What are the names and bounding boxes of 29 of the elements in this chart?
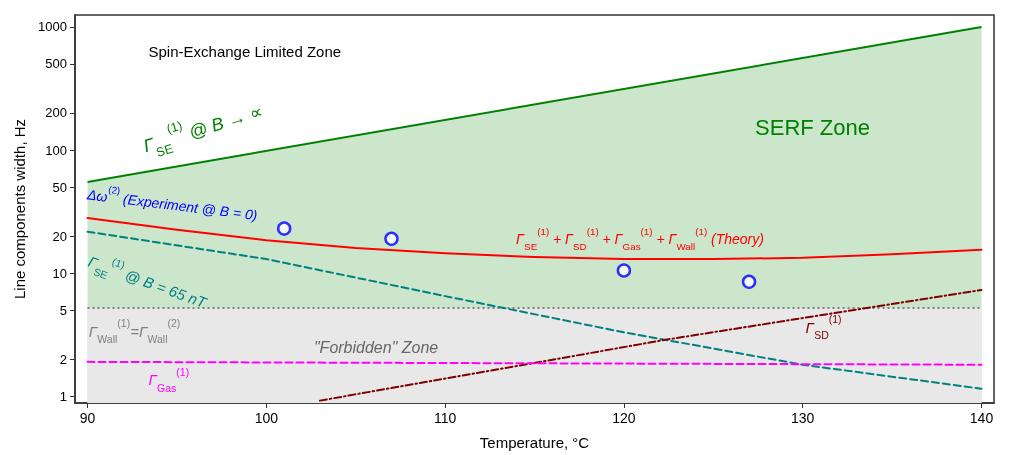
x-axis-title: Temperature, °C bbox=[479, 434, 590, 451]
y-tick-label: 5 bbox=[59, 302, 67, 318]
y-tick-label: 100 bbox=[45, 142, 67, 158]
text: ΓSE(1) @ B → ∝ bbox=[141, 101, 266, 160]
x-tick-label: 140 bbox=[969, 410, 994, 426]
line-series bbox=[86, 230, 983, 390]
y-tick-label: 50 bbox=[52, 179, 67, 195]
annotation: SERF Zone bbox=[755, 115, 870, 141]
annotation: Spin-Exchange Limited Zone bbox=[148, 43, 342, 61]
y-tick-label: 1000 bbox=[38, 19, 67, 35]
x-tick-label: 120 bbox=[612, 410, 636, 426]
x-tick-label: 110 bbox=[433, 410, 457, 426]
annotation: "Forbidden" Zone bbox=[313, 339, 439, 357]
x-tick-label: 90 bbox=[79, 410, 96, 426]
y-tick-label: 200 bbox=[45, 105, 67, 121]
y-tick-label: 1 bbox=[59, 388, 67, 404]
point bbox=[276, 221, 292, 236]
text: Δω(2) (Experiment @ B = 0) bbox=[85, 183, 259, 224]
x-tick-label: 100 bbox=[254, 410, 279, 426]
y-tick-label: 20 bbox=[52, 228, 67, 244]
x-tick-label: 130 bbox=[791, 410, 815, 426]
y-axis-title: Line components width, Hz bbox=[11, 118, 28, 300]
y-tick-label: 500 bbox=[45, 56, 67, 72]
point bbox=[741, 274, 757, 290]
y-tick-label: 10 bbox=[52, 265, 67, 281]
point bbox=[384, 231, 399, 247]
y-tick-label: 2 bbox=[59, 351, 67, 367]
point bbox=[616, 263, 632, 278]
text: ΓSE(1) @ B = 65 nT bbox=[85, 252, 211, 312]
